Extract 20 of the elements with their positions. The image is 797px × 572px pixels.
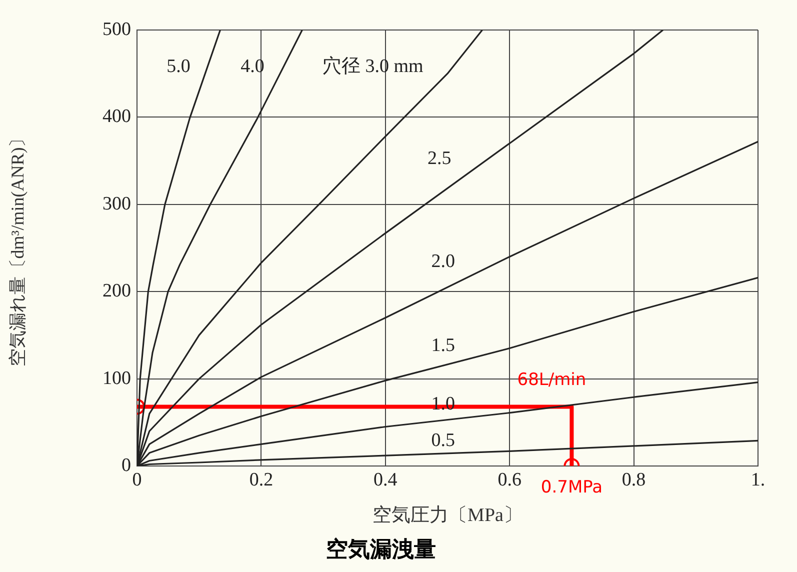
y-axis-title: 空気漏れ量〔dm³/min(ANR)〕 <box>8 129 28 367</box>
y-tick-label: 400 <box>102 106 131 128</box>
y-tick-label: 200 <box>102 280 131 302</box>
y-tick-label: 0 <box>122 454 131 476</box>
annotation: 5.0 <box>166 56 190 77</box>
annotation: 0.7MPa <box>540 477 603 498</box>
x-tick-label: 0.2 <box>249 469 274 490</box>
y-tick-label: 100 <box>102 368 131 389</box>
text: 空気漏洩量 <box>326 536 436 563</box>
y-tick-label: 500 <box>102 18 131 40</box>
x-tick-label: 0.8 <box>622 469 646 490</box>
x-axis-title: 空気圧力〔MPa〕 <box>372 504 522 526</box>
y-tick-label: 300 <box>102 193 131 214</box>
annotation: 1.5 <box>431 334 455 356</box>
annotation: 0.5 <box>431 430 455 451</box>
annotation: 2.0 <box>431 251 455 272</box>
x-tick-label: 0.6 <box>498 469 522 490</box>
x-tick-label: 0.4 <box>374 469 398 490</box>
annotation: 2.5 <box>427 148 452 170</box>
x-tick-label: 1. <box>750 469 766 490</box>
